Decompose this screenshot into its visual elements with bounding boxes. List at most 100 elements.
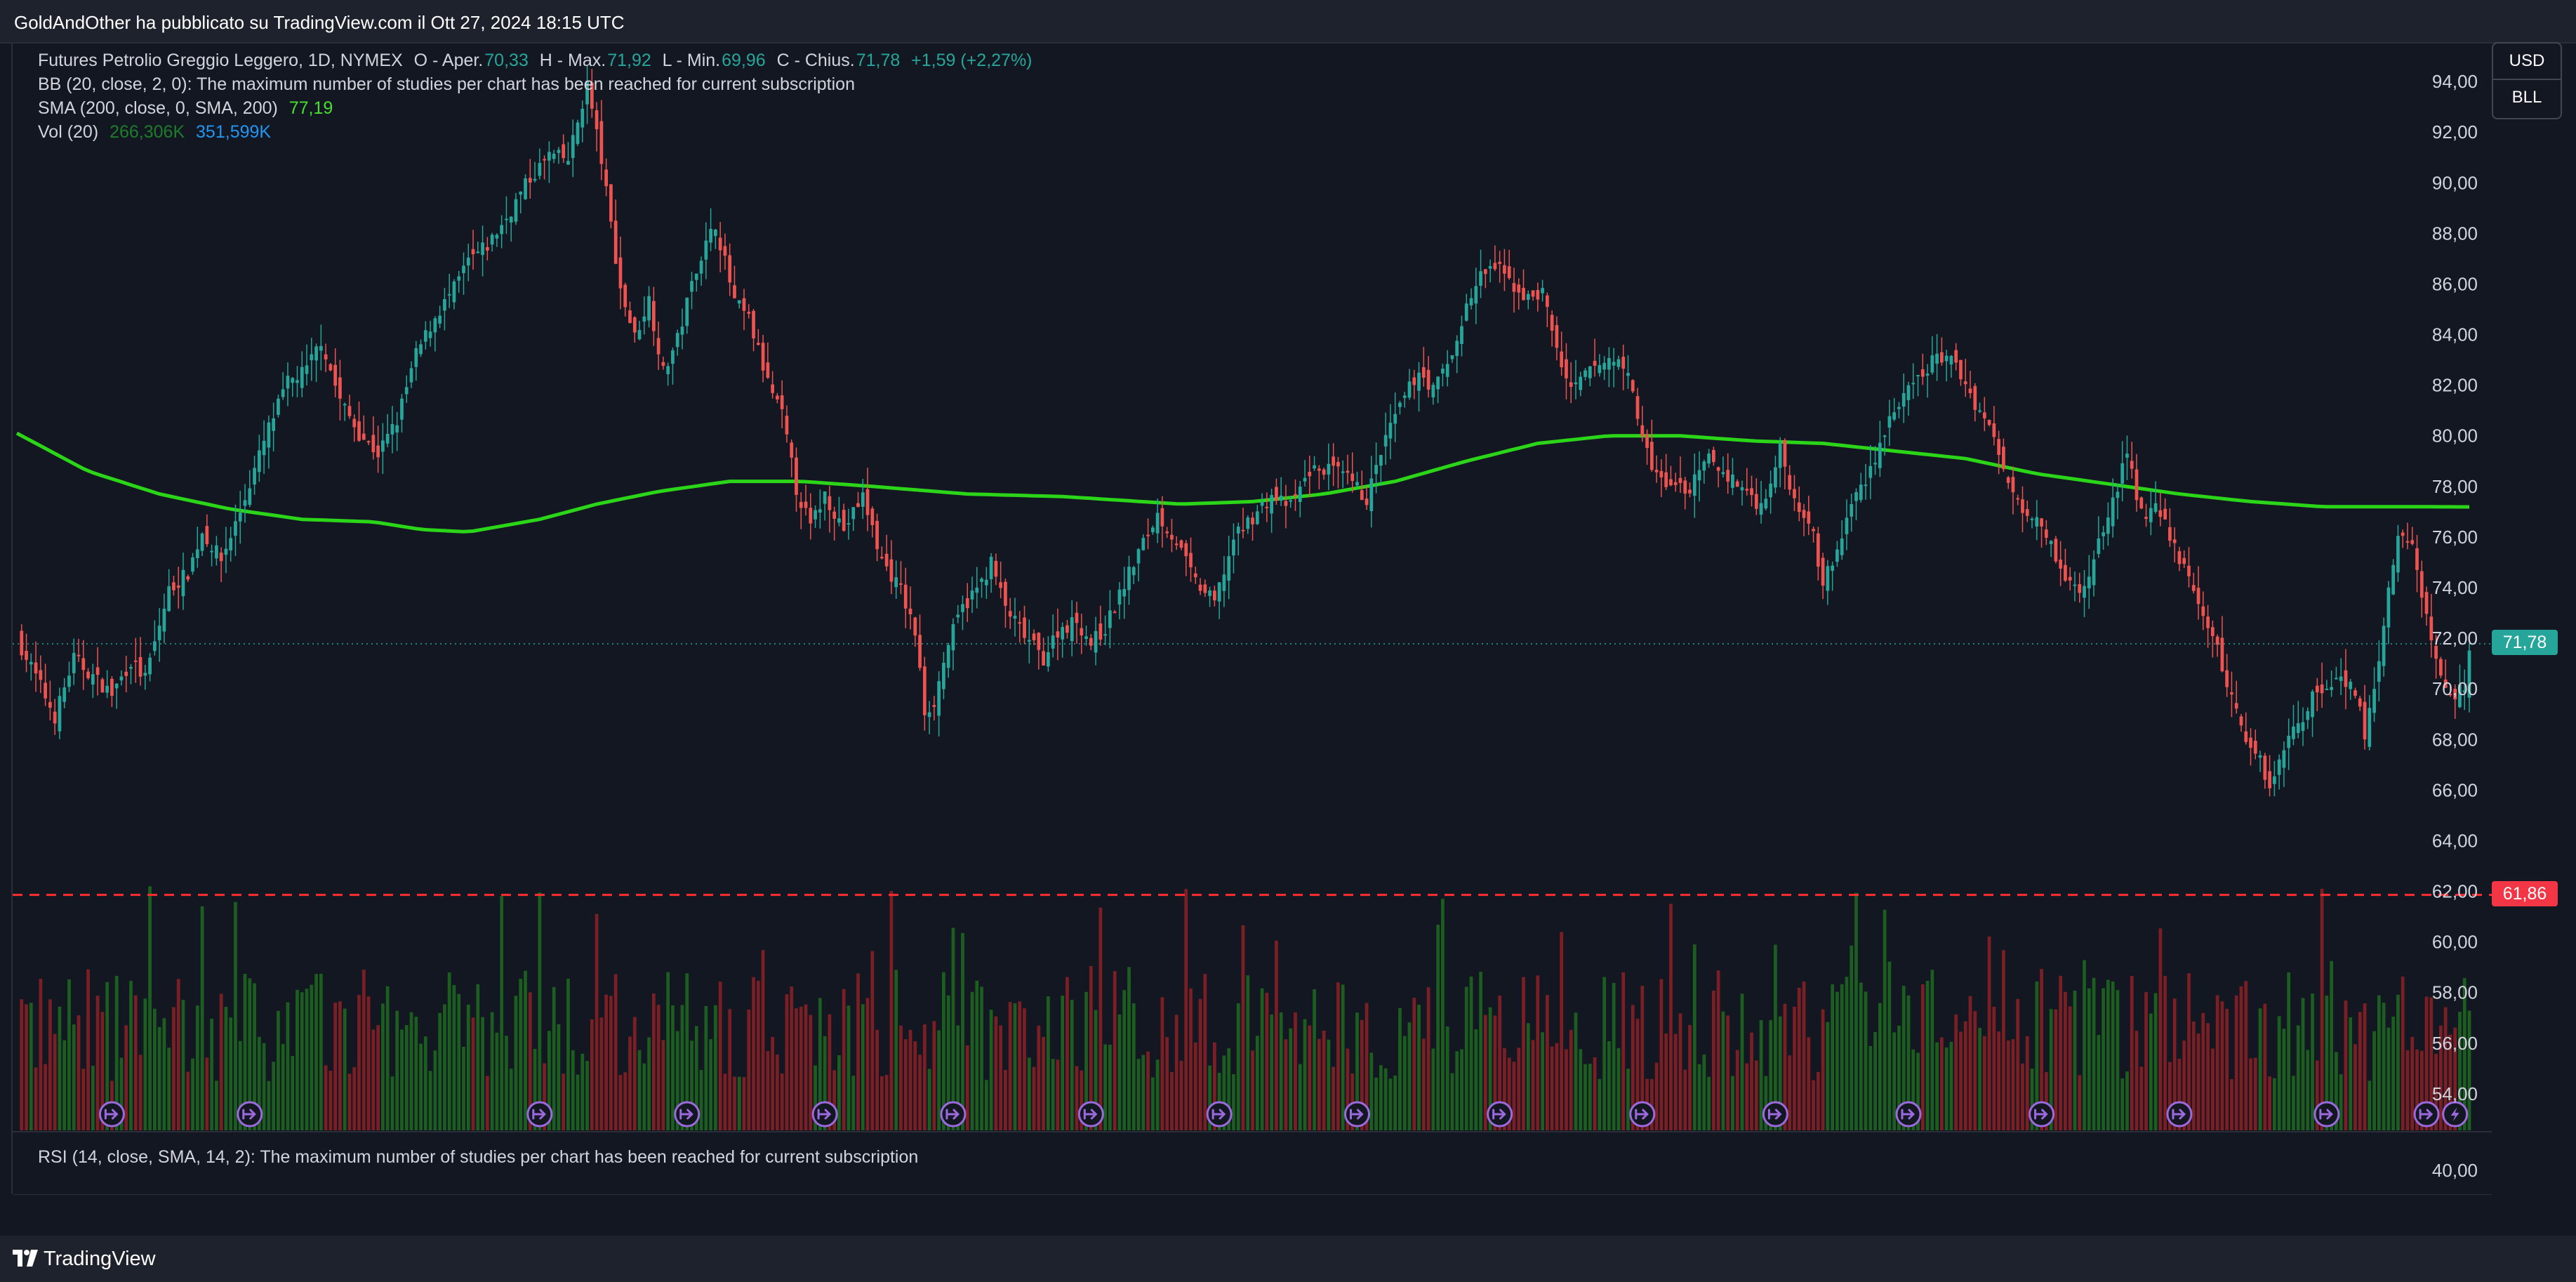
volume-bar bbox=[133, 995, 138, 1130]
volume-bar bbox=[1750, 1032, 1753, 1130]
candle-body bbox=[1901, 392, 1906, 407]
candle-body bbox=[381, 440, 385, 452]
price-chart[interactable]: 54,0056,0058,0060,0062,0064,0066,0068,00… bbox=[13, 44, 2492, 1195]
volume-bar bbox=[2349, 1017, 2353, 1130]
candle bbox=[804, 484, 808, 516]
split-event-icon[interactable] bbox=[940, 1101, 967, 1128]
split-event-icon[interactable] bbox=[2029, 1101, 2055, 1128]
volume-bar bbox=[2448, 1034, 2452, 1130]
candle-body bbox=[2277, 759, 2281, 775]
volume-bar bbox=[1935, 1042, 1939, 1130]
candle bbox=[1265, 492, 1269, 522]
candle-body bbox=[1131, 567, 1136, 576]
legend-vol[interactable]: Vol (20) 266,306K 351,599K bbox=[38, 122, 272, 143]
candle bbox=[1360, 470, 1364, 501]
split-event-icon[interactable] bbox=[1344, 1101, 1371, 1128]
legend-rsi[interactable]: RSI (14, close, SMA, 14, 2): The maximum… bbox=[38, 1147, 919, 1168]
candle-body bbox=[1664, 472, 1668, 487]
volume-bar bbox=[1222, 1055, 1226, 1130]
split-event-icon[interactable] bbox=[1629, 1101, 1656, 1128]
split-event-icon[interactable] bbox=[674, 1101, 701, 1128]
candle bbox=[1117, 582, 1122, 620]
candle-body bbox=[2410, 540, 2415, 544]
volume-bar bbox=[1659, 979, 1664, 1130]
volume-bar bbox=[1963, 1021, 1967, 1130]
currency-unit-button[interactable]: USD BLL bbox=[2492, 42, 2562, 119]
split-event-icon[interactable] bbox=[98, 1101, 125, 1128]
volume-bar bbox=[1374, 1077, 1378, 1130]
candle-body bbox=[1445, 364, 1449, 377]
main-chart-pane[interactable]: 54,00 56,00 58,00 60,00 62,00 64,00 66,00 68,00… bbox=[11, 42, 2492, 1195]
split-event-icon[interactable] bbox=[526, 1101, 553, 1128]
candle-body bbox=[462, 265, 465, 273]
candle bbox=[562, 134, 566, 163]
volume-bar bbox=[994, 1016, 998, 1130]
candle bbox=[685, 297, 689, 334]
candle bbox=[766, 342, 770, 379]
candle bbox=[25, 633, 28, 673]
volume-bar bbox=[946, 995, 950, 1130]
legend-sma[interactable]: SMA (200, close, 0, SMA, 200) 77,19 bbox=[38, 98, 334, 119]
volume-bar bbox=[243, 974, 247, 1130]
volume-bar bbox=[965, 1045, 969, 1130]
candle-body bbox=[1584, 370, 1587, 377]
candle bbox=[538, 148, 542, 180]
volume-bar bbox=[2177, 1058, 2182, 1130]
volume-bar bbox=[347, 1073, 352, 1130]
volume-bar bbox=[481, 1017, 484, 1130]
split-event-icon[interactable] bbox=[1762, 1101, 1788, 1128]
candle-body bbox=[823, 491, 827, 504]
split-event-icon[interactable] bbox=[1487, 1101, 1513, 1128]
candle bbox=[2462, 669, 2467, 711]
candle-body bbox=[1193, 573, 1197, 578]
candle bbox=[1150, 525, 1155, 535]
candle bbox=[1198, 578, 1202, 595]
volume-bar bbox=[1189, 988, 1193, 1130]
candle bbox=[918, 614, 922, 671]
candle-body bbox=[1398, 402, 1402, 407]
split-event-icon[interactable] bbox=[237, 1101, 263, 1128]
candle-body bbox=[2040, 518, 2043, 527]
legend-bb[interactable]: BB (20, close, 2, 0): The maximum number… bbox=[38, 74, 856, 95]
legend-rsi-text: RSI (14, close, SMA, 14, 2): The maximum… bbox=[38, 1147, 919, 1167]
split-event-icon[interactable] bbox=[1206, 1101, 1233, 1128]
volume-bar bbox=[281, 1043, 285, 1130]
flash-event-icon[interactable] bbox=[2442, 1101, 2469, 1128]
candle bbox=[1598, 354, 1602, 377]
split-event-icon[interactable] bbox=[2413, 1101, 2440, 1128]
split-event-icon[interactable] bbox=[2313, 1101, 2340, 1128]
candle-body bbox=[2263, 755, 2267, 780]
volume-bar bbox=[1721, 1011, 1725, 1130]
candle bbox=[267, 415, 271, 469]
y-tick-label: 80,00 bbox=[2432, 425, 2478, 447]
candle bbox=[571, 119, 575, 178]
candle-body bbox=[1441, 369, 1445, 374]
tradingview-brand[interactable]: TradingView bbox=[44, 1248, 156, 1270]
volume-bar bbox=[2368, 1081, 2372, 1130]
legend-main[interactable]: Futures Petrolio Greggio Leggero, 1D, NY… bbox=[38, 51, 1034, 71]
candle bbox=[385, 414, 390, 448]
candle bbox=[2016, 494, 2020, 505]
candle-body bbox=[281, 389, 285, 397]
volume-bar bbox=[305, 989, 309, 1130]
split-event-icon[interactable] bbox=[1077, 1101, 1104, 1128]
top-bar: GoldAndOther ha pubblicato su TradingVie… bbox=[0, 0, 2576, 44]
candle bbox=[314, 343, 318, 383]
candle-body bbox=[747, 312, 751, 314]
candle-body bbox=[847, 523, 851, 525]
volume-bar bbox=[86, 969, 90, 1130]
candle-body bbox=[423, 330, 427, 342]
candle bbox=[1365, 487, 1369, 510]
volume-bar bbox=[385, 986, 390, 1130]
volume-bar bbox=[20, 999, 24, 1130]
split-event-icon[interactable] bbox=[811, 1101, 838, 1128]
candle-body bbox=[419, 344, 423, 355]
candle bbox=[2201, 591, 2205, 630]
split-event-icon[interactable] bbox=[2166, 1101, 2193, 1128]
candle bbox=[129, 663, 133, 685]
candle-body bbox=[2149, 508, 2153, 522]
volume-bar bbox=[1365, 1003, 1369, 1130]
split-event-icon[interactable] bbox=[1895, 1101, 1922, 1128]
candle-body bbox=[1150, 527, 1155, 533]
candle bbox=[1203, 579, 1207, 597]
